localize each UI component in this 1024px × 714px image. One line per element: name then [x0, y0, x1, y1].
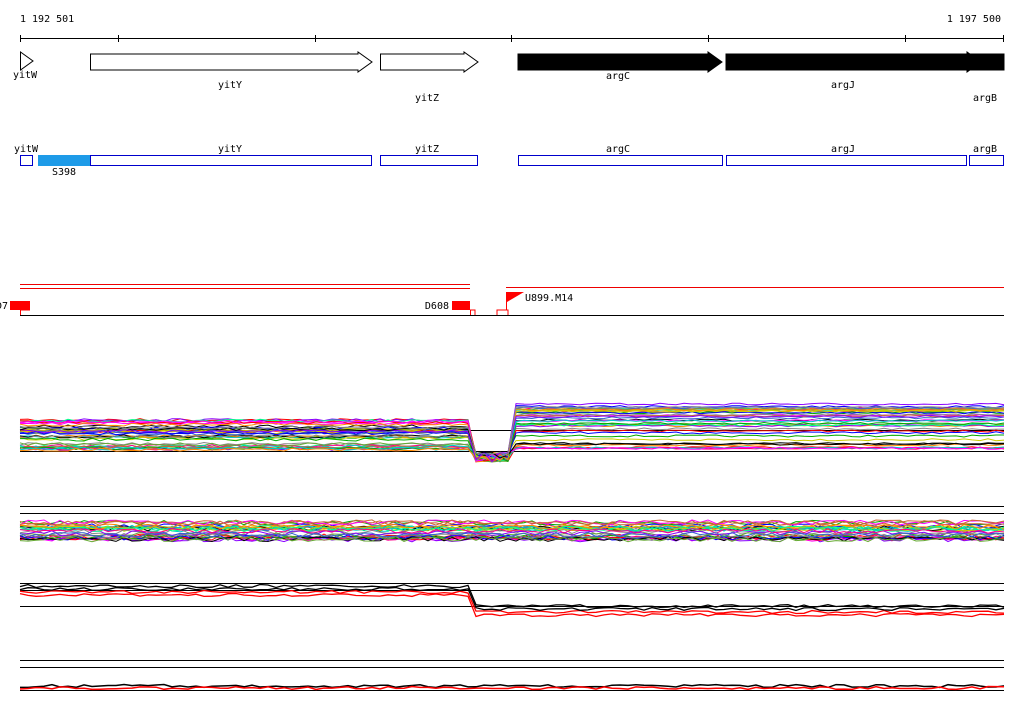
transcript[interactable]: [726, 155, 967, 166]
gene-label: argC: [606, 71, 630, 82]
gene-yitZ[interactable]: [380, 51, 479, 73]
trace: [19, 405, 1005, 457]
gene-argB[interactable]: [968, 53, 1005, 71]
segment-label: S398: [52, 167, 76, 178]
gene-argC[interactable]: [517, 51, 723, 73]
transcript[interactable]: [969, 155, 1004, 166]
gene-label: yitW: [13, 70, 38, 81]
transcript-label: argB: [973, 144, 997, 155]
trace: [19, 525, 1005, 532]
gene-label: argJ: [831, 80, 855, 91]
transcript-label: argJ: [831, 144, 855, 155]
transcript[interactable]: [90, 155, 372, 166]
ruler: [20, 35, 1004, 42]
transcript[interactable]: [380, 155, 478, 166]
feature-label: D608: [425, 301, 449, 312]
transcript-label: argC: [606, 144, 630, 155]
gene-label: yitY: [218, 80, 242, 91]
ruler-start: 1 192 501: [20, 14, 74, 25]
trace: [19, 685, 1005, 691]
trace: [19, 592, 1005, 618]
transcript[interactable]: [20, 155, 33, 166]
trace: [19, 431, 1005, 459]
feature-label: D7: [0, 301, 8, 312]
gene-label: argB: [973, 93, 997, 104]
trace: [19, 427, 1005, 459]
ruler-end: 1 197 500: [947, 14, 1001, 25]
feature-flag[interactable]: [507, 292, 524, 302]
feature-label: U899.M14: [525, 293, 573, 304]
features: [10, 284, 1004, 316]
trace: [19, 527, 1005, 534]
transcript-label: yitZ: [415, 144, 439, 155]
transcript[interactable]: [518, 155, 723, 166]
transcripts: [20, 155, 1004, 166]
trace: [19, 583, 1005, 609]
trace: [19, 402, 1005, 463]
gene-yitW[interactable]: [20, 51, 34, 71]
trace: [19, 586, 1005, 612]
gene-yitY[interactable]: [90, 51, 373, 73]
feature-block[interactable]: [452, 301, 470, 310]
trace: [19, 536, 1005, 543]
trace: [19, 525, 1005, 532]
trace: [19, 531, 1005, 538]
feature-block[interactable]: [10, 301, 30, 310]
gene-arrows: [20, 51, 1005, 73]
trace: [20, 683, 1005, 689]
expression-traces: [19, 402, 1005, 691]
trace: [19, 523, 1005, 530]
gene-label: yitZ: [415, 93, 439, 104]
transcript-label: yitY: [218, 144, 242, 155]
trace: [19, 519, 1005, 526]
gene-argJ[interactable]: [725, 51, 982, 73]
segment[interactable]: [38, 155, 90, 166]
trace: [19, 414, 1005, 463]
trace: [19, 444, 1005, 463]
track-baselines: [20, 430, 1004, 691]
trace: [19, 589, 1005, 615]
transcript-label: yitW: [14, 144, 39, 155]
trace: [19, 419, 1005, 462]
